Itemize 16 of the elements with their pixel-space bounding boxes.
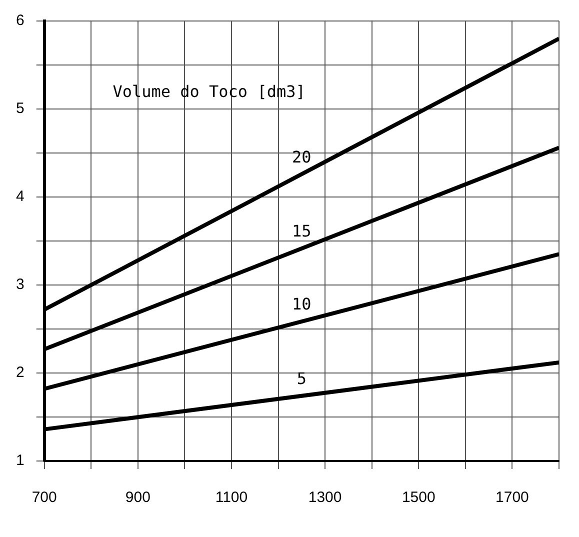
series-label: 10 [292, 294, 312, 314]
y-tick-label: 6 [16, 12, 24, 30]
y-tick-label: 1 [16, 452, 24, 470]
series-label: 20 [292, 147, 312, 166]
y-tick-label: 3 [16, 276, 24, 294]
x-tick-label: 1300 [308, 489, 342, 506]
x-tick-label: 1500 [402, 489, 436, 506]
y-tick-label: 4 [16, 188, 24, 206]
y-tick-label: 2 [16, 364, 24, 382]
x-tick-label: 1100 [215, 489, 248, 506]
y-tick-label: 5 [16, 100, 24, 118]
x-tick-label: 1700 [496, 489, 529, 506]
x-tick-label: 700 [32, 489, 57, 506]
series-label: 15 [292, 222, 312, 241]
series-label: 5 [296, 369, 306, 388]
x-tick-label: 900 [125, 489, 150, 506]
